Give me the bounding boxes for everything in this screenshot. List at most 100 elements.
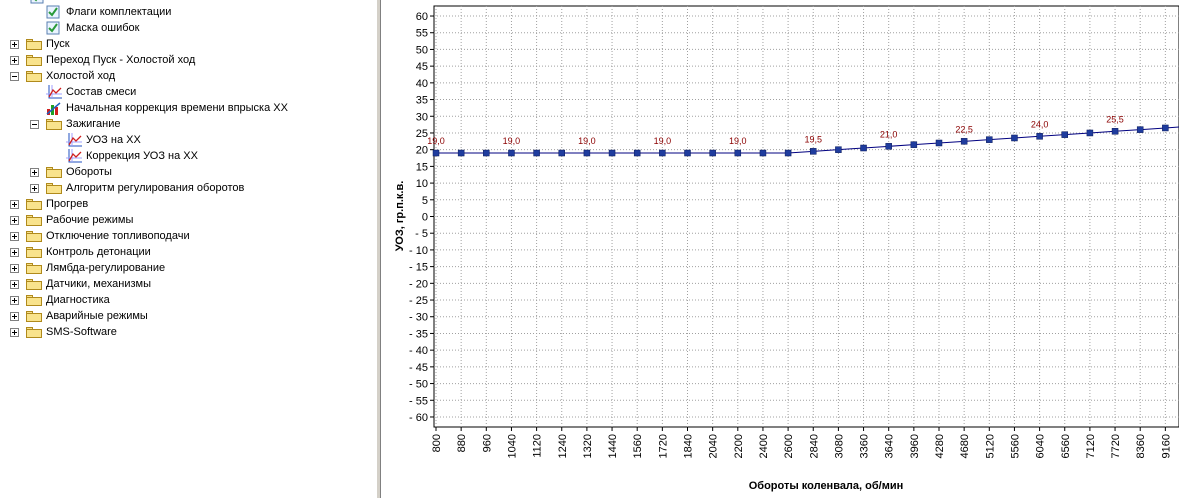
tree-item[interactable]: Пуск — [0, 36, 376, 52]
data-point[interactable] — [583, 149, 591, 157]
data-point[interactable] — [432, 149, 440, 157]
data-label: 19,0 — [654, 136, 672, 146]
data-point[interactable] — [759, 149, 767, 157]
data-point[interactable] — [910, 141, 918, 148]
expand-icon[interactable] — [10, 312, 19, 321]
tree-item[interactable]: Холостой ход — [0, 68, 376, 84]
expand-icon[interactable] — [10, 56, 19, 65]
tree-item[interactable]: Зажигание — [0, 116, 376, 132]
data-point[interactable] — [709, 149, 716, 157]
y-tick-label: 5 — [422, 195, 428, 207]
data-point[interactable] — [784, 149, 792, 157]
data-point[interactable] — [1086, 129, 1094, 137]
data-point[interactable] — [608, 149, 616, 157]
tree-item[interactable]: Отключение топливоподачи — [0, 228, 376, 244]
data-point[interactable] — [1036, 133, 1043, 140]
y-tick-label: 25 — [416, 128, 428, 140]
tree-item[interactable]: Обороты — [0, 164, 376, 180]
folder-icon — [26, 311, 42, 322]
expand-icon[interactable] — [10, 264, 19, 273]
tree-item-label: Переход Пуск - Холостой ход — [46, 54, 196, 66]
x-tick-label: 2840 — [808, 434, 820, 458]
chart-panel: 60 55 50 45 40 35 30 25 20 15 10 5 0- 5- 10- 15- 20-… — [381, 0, 1179, 498]
x-tick-label: 7720 — [1110, 434, 1122, 458]
data-point[interactable] — [1061, 131, 1068, 138]
data-point[interactable] — [659, 149, 666, 157]
data-point[interactable] — [860, 144, 867, 152]
data-point[interactable] — [558, 149, 565, 157]
x-tick-label: 800 — [431, 434, 443, 452]
tree-item[interactable]: Лямбда-регулирование — [0, 260, 376, 276]
data-point[interactable] — [734, 149, 742, 157]
tree-item[interactable]: Коррекция УОЗ на ХХ — [0, 148, 376, 164]
folder-icon — [46, 183, 62, 194]
y-tick-label: - 40 — [409, 345, 428, 357]
data-point[interactable] — [533, 149, 540, 157]
x-tick-label: 4280 — [934, 434, 946, 458]
expand-icon[interactable] — [10, 328, 19, 337]
data-point[interactable] — [935, 139, 943, 147]
tree-item[interactable]: Начальная коррекция времени впрыска ХХ — [0, 100, 376, 116]
expand-icon[interactable] — [10, 200, 19, 209]
tree-item[interactable]: Аварийные режимы — [0, 308, 376, 324]
data-point[interactable] — [885, 143, 892, 150]
data-label: 19,0 — [503, 136, 521, 146]
data-point[interactable] — [1111, 128, 1119, 135]
y-tick-label: - 5 — [415, 228, 428, 240]
tree-item[interactable]: Маска ошибок — [0, 20, 376, 36]
expand-icon[interactable] — [10, 232, 19, 241]
tree-item[interactable]: Флаги комплектации — [0, 4, 376, 20]
data-point[interactable] — [986, 136, 993, 143]
expand-icon[interactable] — [10, 280, 19, 289]
expand-icon[interactable] — [10, 216, 19, 225]
data-point[interactable] — [508, 149, 515, 157]
tree-item-label: Диагностика — [46, 294, 110, 306]
data-point[interactable] — [684, 149, 691, 157]
data-point[interactable] — [1162, 124, 1169, 132]
data-point[interactable] — [835, 146, 842, 153]
expand-icon[interactable] — [10, 40, 19, 49]
collapse-icon[interactable] — [30, 120, 39, 129]
tree-item[interactable]: Алгоритм регулирования оборотов — [0, 180, 376, 196]
tree-item[interactable]: Прогрев — [0, 196, 376, 212]
data-point[interactable] — [960, 138, 968, 145]
expand-icon[interactable] — [10, 296, 19, 305]
tree-item-label: Датчики, механизмы — [46, 278, 151, 290]
y-tick-label: - 45 — [409, 362, 428, 374]
expand-icon[interactable] — [10, 248, 19, 257]
splitter[interactable] — [376, 0, 381, 498]
tree-item-label: SMS-Software — [46, 326, 117, 338]
data-point[interactable] — [1011, 134, 1018, 142]
data-point[interactable] — [810, 148, 817, 155]
line-chart-icon — [46, 85, 62, 99]
tree-item[interactable]: УОЗ на ХХ — [0, 132, 376, 148]
tree-item-label: Коррекция УОЗ на ХХ — [86, 150, 198, 162]
x-tick-label: 1840 — [683, 434, 695, 458]
tree-item[interactable]: Датчики, механизмы — [0, 276, 376, 292]
y-tick-label: 45 — [416, 61, 428, 73]
data-point[interactable] — [483, 149, 490, 157]
y-tick-label: 30 — [416, 111, 428, 123]
expand-icon[interactable] — [30, 184, 39, 193]
tree-item-label: Обороты — [66, 166, 112, 178]
folder-icon — [26, 199, 42, 210]
expand-icon[interactable] — [30, 168, 39, 177]
folder-icon — [26, 231, 42, 242]
tree-item[interactable]: Контроль детонации — [0, 244, 376, 260]
tree-item[interactable]: SMS-Software — [0, 324, 376, 340]
x-tick-label: 1040 — [506, 434, 518, 458]
tree-item[interactable]: Состав смеси — [0, 84, 376, 100]
check-icon — [46, 5, 60, 19]
tree-item[interactable]: Диагностика — [0, 292, 376, 308]
tree-item[interactable]: Рабочие режимы — [0, 212, 376, 228]
y-tick-label: - 55 — [409, 395, 428, 407]
data-point[interactable] — [633, 149, 641, 157]
x-tick-label: 9160 — [1160, 434, 1172, 458]
collapse-icon[interactable] — [10, 72, 19, 81]
data-point[interactable] — [1136, 126, 1144, 133]
data-point[interactable] — [457, 149, 465, 157]
tree-item[interactable]: Переход Пуск - Холостой ход — [0, 52, 376, 68]
y-tick-label: 20 — [416, 145, 428, 157]
